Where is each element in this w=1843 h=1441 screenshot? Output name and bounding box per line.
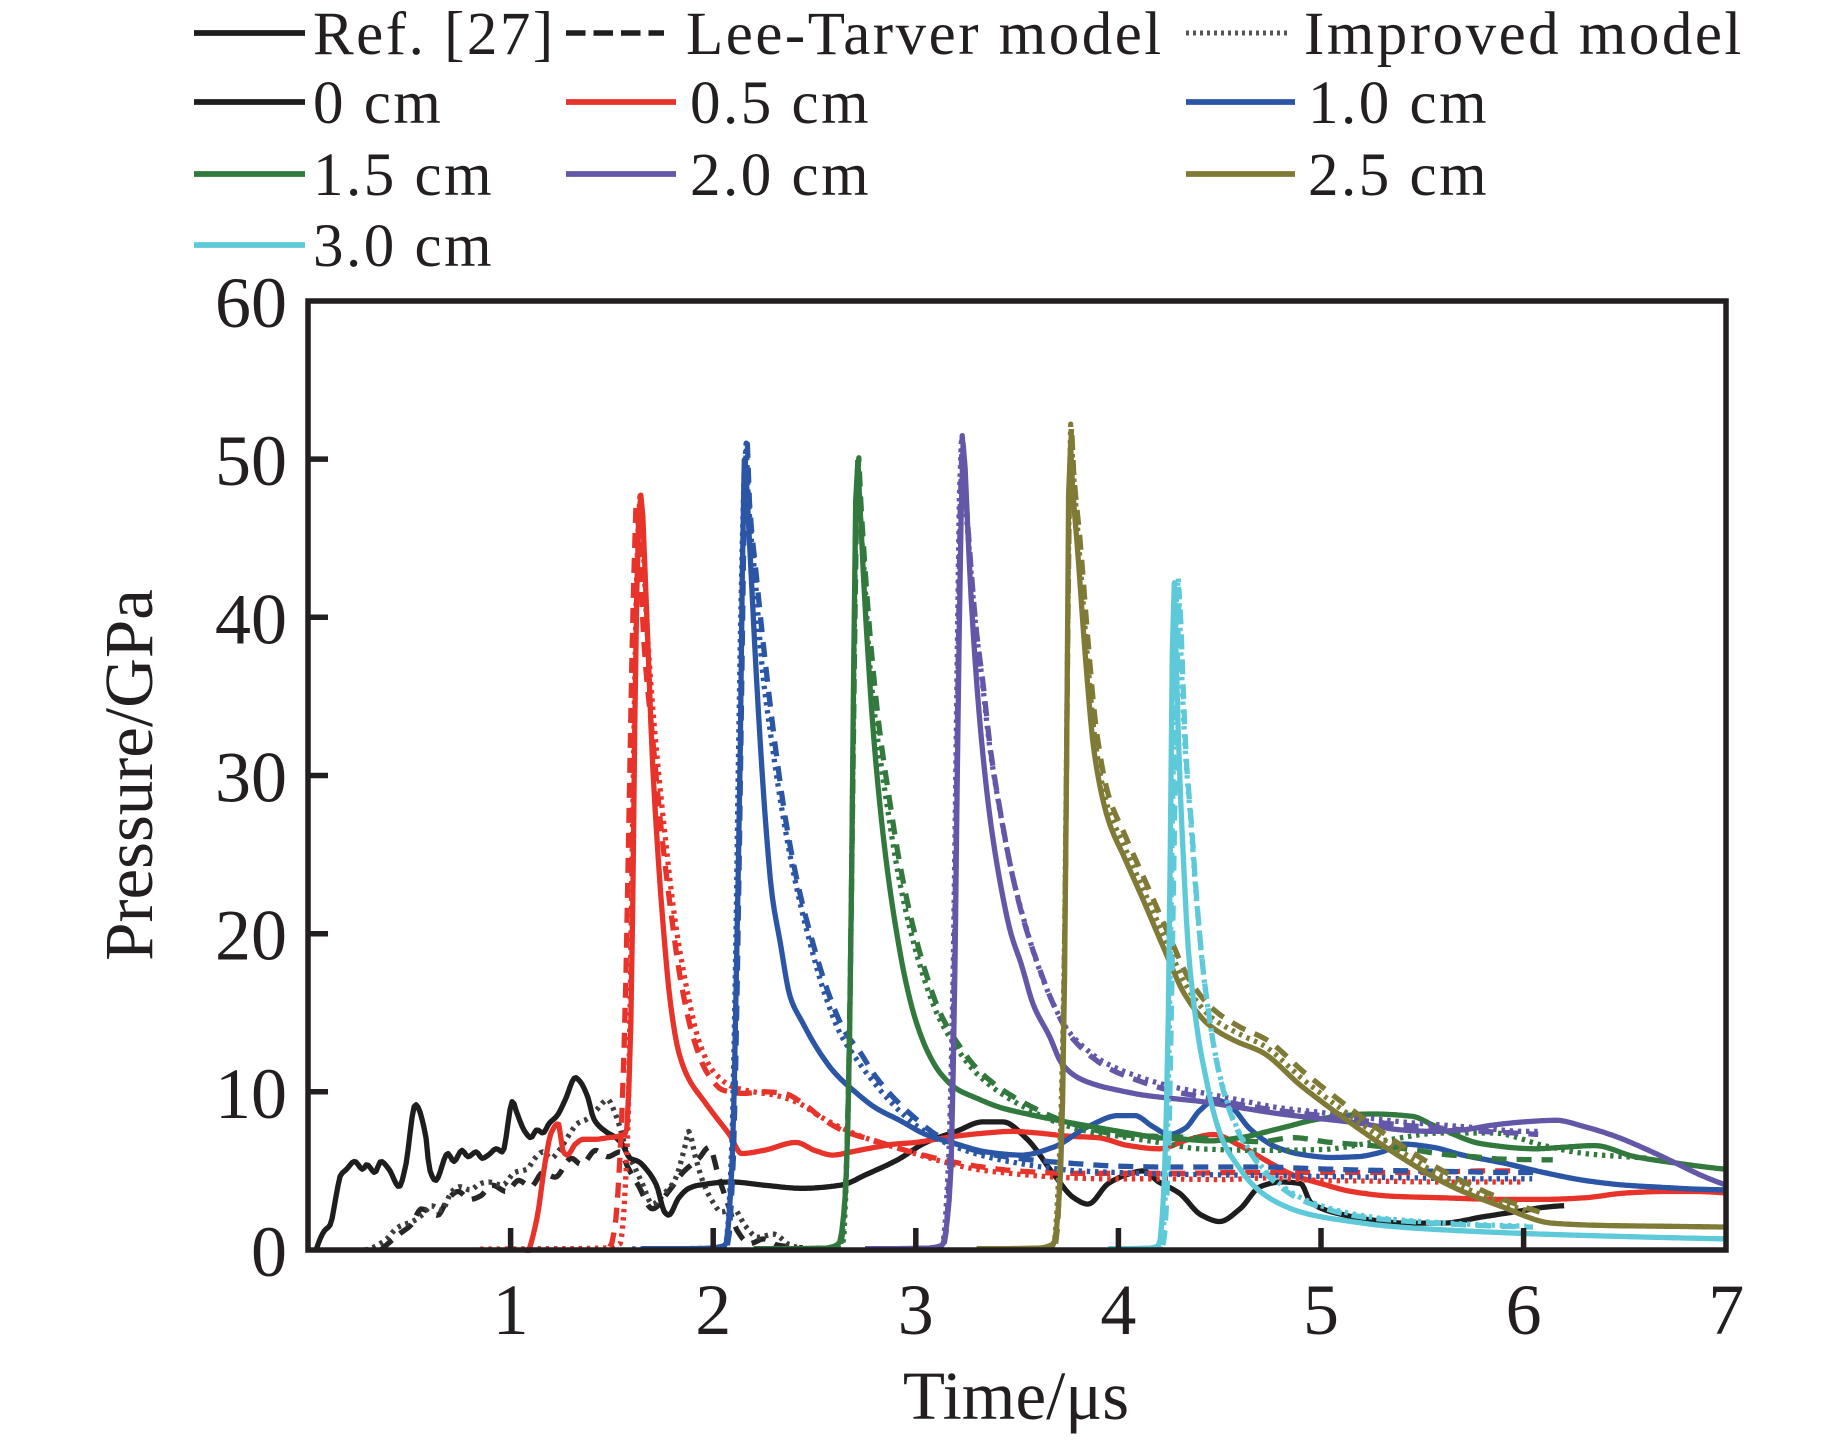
- svg-text:30: 30: [215, 738, 287, 818]
- svg-text:40: 40: [215, 579, 287, 659]
- svg-text:1.0 cm: 1.0 cm: [1308, 70, 1489, 137]
- svg-text:1.5 cm: 1.5 cm: [313, 142, 494, 209]
- svg-text:Pressure/GPa: Pressure/GPa: [91, 589, 167, 961]
- svg-text:60: 60: [215, 263, 287, 343]
- svg-text:0 cm: 0 cm: [313, 70, 443, 137]
- svg-text:6: 6: [1506, 1270, 1542, 1350]
- svg-text:5: 5: [1303, 1270, 1339, 1350]
- svg-text:Lee-Tarver model: Lee-Tarver model: [686, 1, 1164, 68]
- svg-text:0: 0: [251, 1212, 287, 1292]
- svg-text:Time/μs: Time/μs: [903, 1358, 1129, 1434]
- svg-text:2: 2: [695, 1270, 731, 1350]
- svg-text:10: 10: [215, 1054, 287, 1134]
- svg-text:20: 20: [215, 896, 287, 976]
- svg-text:7: 7: [1708, 1270, 1744, 1350]
- svg-text:0.5 cm: 0.5 cm: [690, 70, 871, 137]
- svg-text:3.0 cm: 3.0 cm: [313, 213, 494, 280]
- svg-text:Improved model: Improved model: [1304, 1, 1744, 68]
- svg-text:1: 1: [493, 1270, 529, 1350]
- svg-text:2.0 cm: 2.0 cm: [690, 142, 871, 209]
- svg-text:4: 4: [1100, 1270, 1136, 1350]
- svg-text:Ref. [27]: Ref. [27]: [313, 1, 556, 68]
- svg-text:50: 50: [215, 421, 287, 501]
- svg-text:2.5 cm: 2.5 cm: [1308, 142, 1489, 209]
- svg-text:3: 3: [898, 1270, 934, 1350]
